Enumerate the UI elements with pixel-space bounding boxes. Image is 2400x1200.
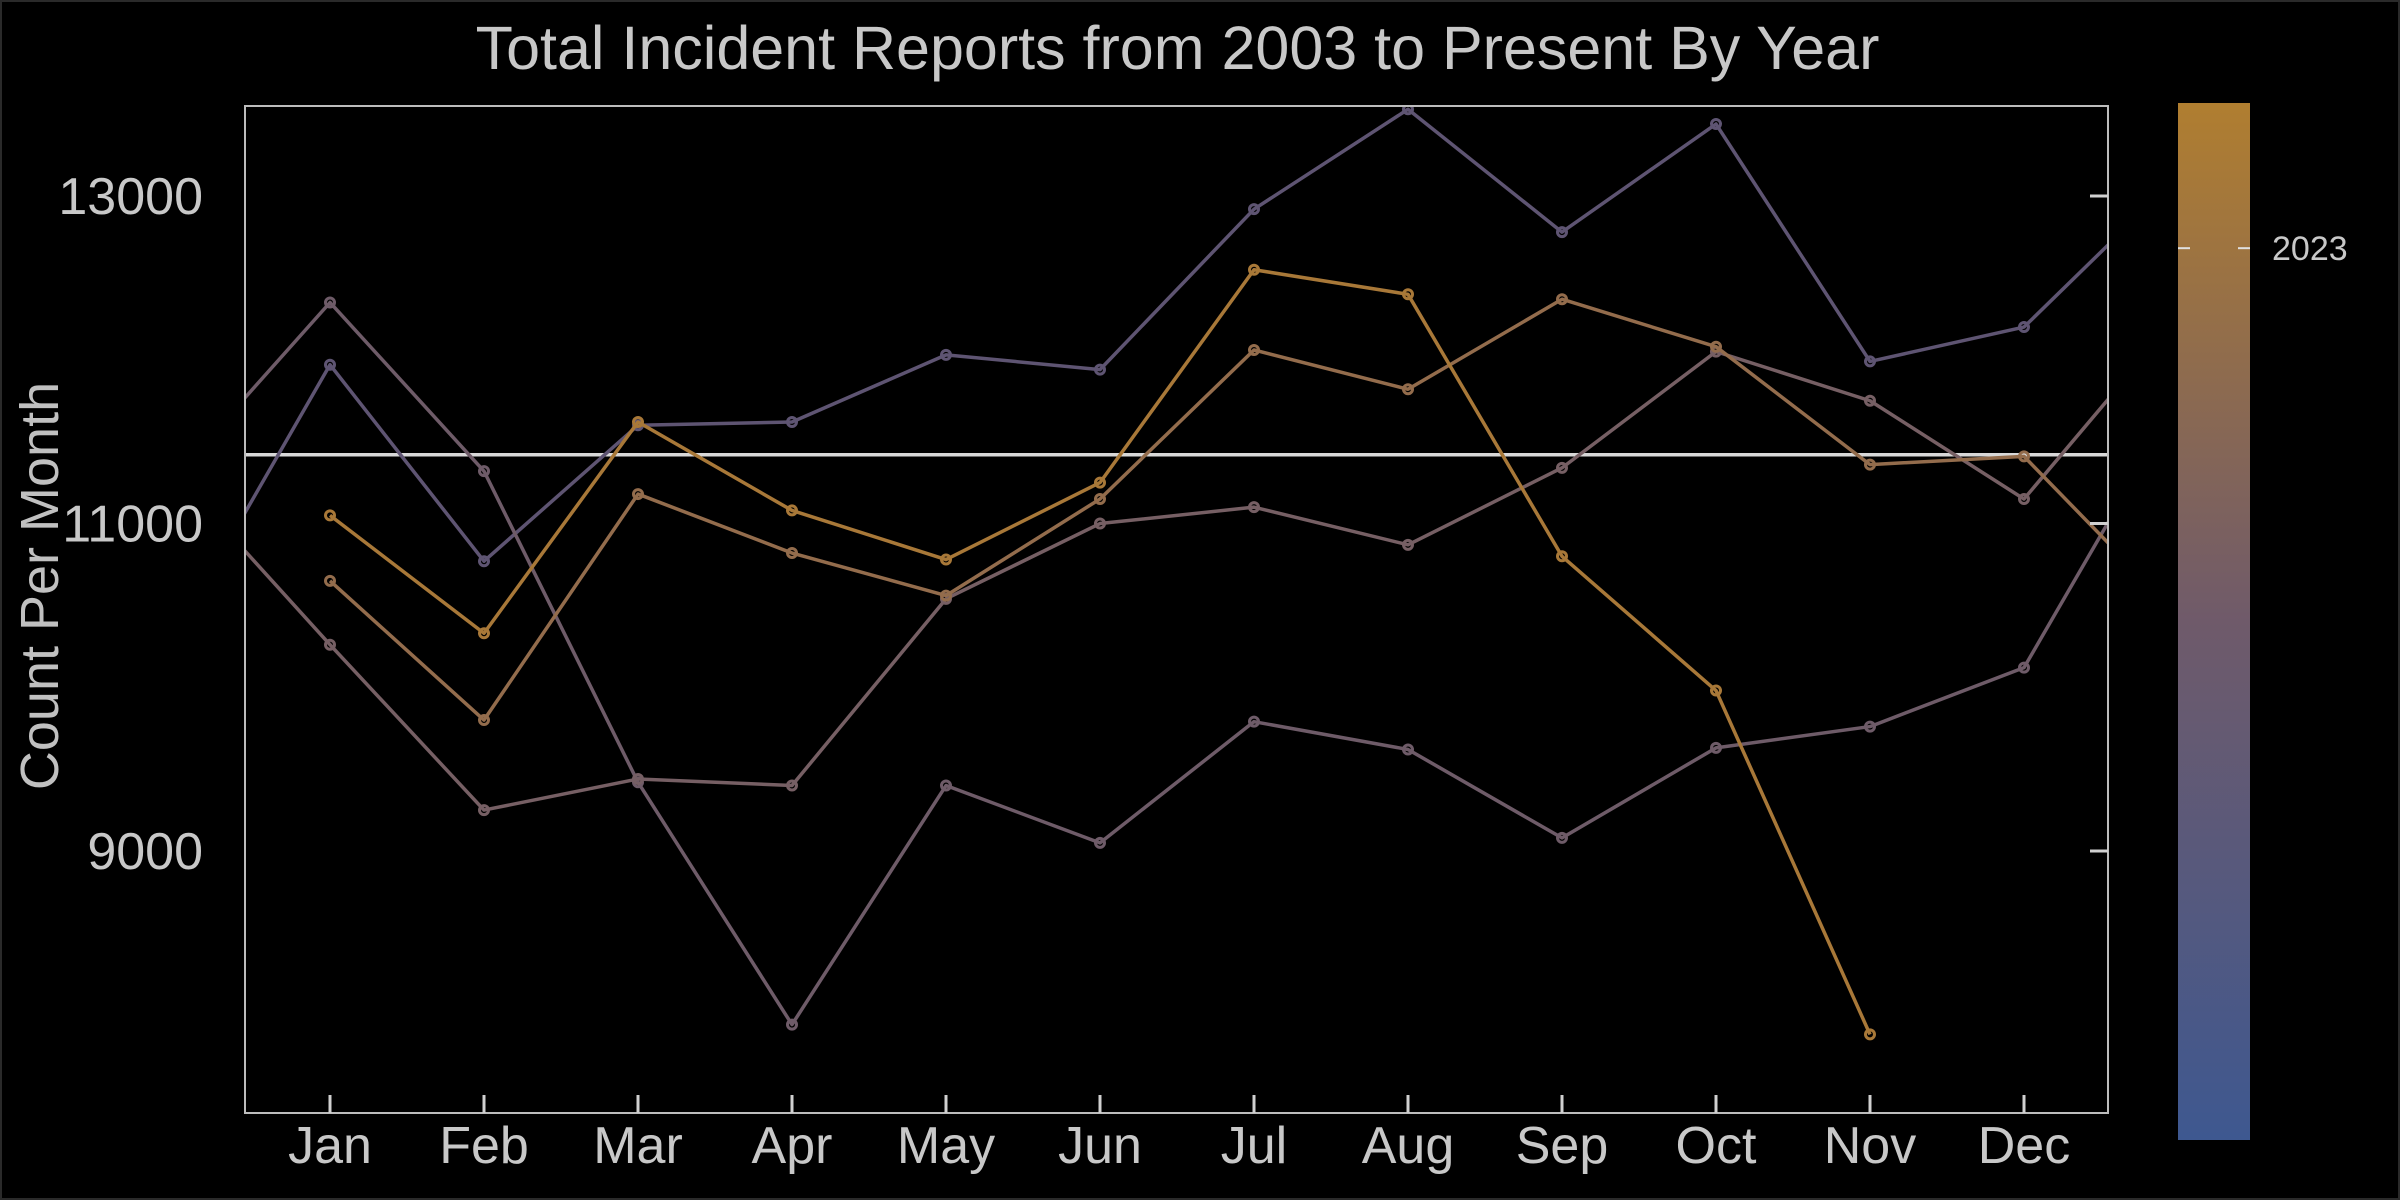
data-point xyxy=(940,589,952,602)
data-point xyxy=(1864,355,1876,368)
x-tick-label: Jul xyxy=(1221,1117,1287,1175)
data-point xyxy=(1710,340,1722,353)
colorbar-label: 2023 xyxy=(2272,230,2348,268)
data-point xyxy=(786,1018,798,1031)
axes-layer: Jan Feb Mar Apr May Jun Jul Aug Sep Oct Nov Dec 9000… xyxy=(58,105,2109,1175)
data-point xyxy=(324,358,336,371)
data-point xyxy=(1094,476,1106,489)
data-point xyxy=(1710,741,1722,754)
data-point xyxy=(1402,106,1414,116)
data-point xyxy=(1094,363,1106,376)
x-tick-label: Mar xyxy=(593,1117,683,1175)
data-point xyxy=(478,714,490,727)
data-point xyxy=(1094,517,1106,530)
colorbar-gradient xyxy=(2178,103,2250,1140)
data-point xyxy=(324,296,336,309)
series-line-3 xyxy=(328,297,2108,722)
data-point xyxy=(1556,831,1568,844)
data-point xyxy=(940,779,952,792)
data-point xyxy=(786,504,798,517)
data-point xyxy=(1094,492,1106,505)
data-point xyxy=(786,416,798,429)
data-point xyxy=(1402,288,1414,301)
data-point xyxy=(478,627,490,640)
data-point xyxy=(786,779,798,792)
plot-border xyxy=(244,105,2109,1114)
data-point xyxy=(1094,836,1106,849)
data-point xyxy=(478,465,490,478)
y-tick-label: 13000 xyxy=(58,168,203,226)
data-point xyxy=(632,488,644,501)
data-point xyxy=(1248,501,1260,514)
x-tick-label: Dec xyxy=(1978,1117,2070,1175)
data-point xyxy=(1556,550,1568,563)
x-tick-label: Jan xyxy=(288,1117,372,1175)
data-point xyxy=(1710,684,1722,697)
data-point xyxy=(2018,450,2030,463)
data-point xyxy=(324,509,336,522)
data-point xyxy=(324,638,336,651)
series-line-4 xyxy=(328,267,1872,1036)
data-point xyxy=(1864,1028,1876,1041)
data-point xyxy=(1248,263,1260,276)
data-point xyxy=(786,547,798,560)
data-point xyxy=(2018,492,2030,505)
data-point xyxy=(632,416,644,429)
data-point xyxy=(1402,538,1414,551)
x-tick-label: Aug xyxy=(1362,1117,1455,1175)
data-point xyxy=(1864,720,1876,733)
x-tick-label: Oct xyxy=(1676,1117,1757,1175)
series-line-1 xyxy=(245,300,2108,1027)
data-point xyxy=(1402,383,1414,396)
data-point xyxy=(478,555,490,568)
data-point xyxy=(1402,743,1414,756)
data-point xyxy=(1248,715,1260,728)
data-point xyxy=(632,772,644,785)
data-point xyxy=(1248,203,1260,216)
series-line-0 xyxy=(245,107,2108,563)
data-point xyxy=(940,553,952,566)
data-point xyxy=(1556,293,1568,306)
chart-title: Total Incident Reports from 2003 to Pres… xyxy=(475,14,1880,82)
data-point xyxy=(1864,458,1876,471)
x-tick-label: Sep xyxy=(1516,1117,1609,1175)
x-tick-label: May xyxy=(897,1117,995,1175)
data-point xyxy=(1864,394,1876,407)
data-point xyxy=(478,804,490,817)
data-point xyxy=(324,574,336,587)
x-tick-label: Jun xyxy=(1058,1117,1142,1175)
data-point xyxy=(2018,321,2030,334)
data-point xyxy=(2018,661,2030,674)
x-tick-label: Apr xyxy=(752,1117,833,1175)
y-tick-label: 11000 xyxy=(62,496,203,554)
data-point xyxy=(1710,118,1722,131)
colorbar: 2023 xyxy=(2178,103,2348,1140)
data-point xyxy=(940,348,952,361)
series-line-2 xyxy=(245,349,2108,812)
data-point xyxy=(1556,461,1568,474)
series-layer xyxy=(245,106,2108,1041)
x-tick-label: Feb xyxy=(439,1117,529,1175)
data-point xyxy=(1556,226,1568,239)
y-tick-label: 9000 xyxy=(87,823,203,881)
data-point xyxy=(1248,343,1260,356)
x-tick-label: Nov xyxy=(1824,1117,1916,1175)
